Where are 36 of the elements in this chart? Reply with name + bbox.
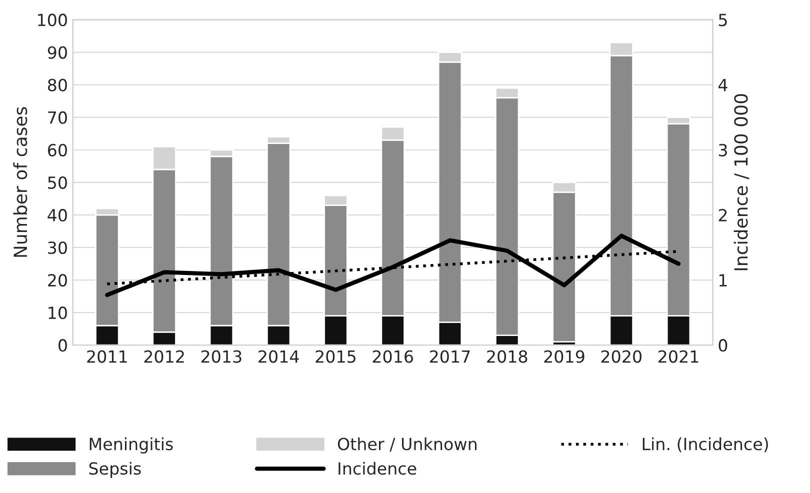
y-tick-label: 70	[48, 111, 67, 124]
y-tick-label: 40	[48, 208, 67, 222]
legend-label: Meningitis	[90, 437, 173, 454]
y2-tick-label: 1	[719, 274, 727, 286]
x-tick-label: 2013	[201, 350, 242, 363]
y2-tick-label: 5	[718, 14, 727, 26]
x-tick-label: 2021	[658, 350, 698, 363]
y-tick-label: 100	[38, 14, 67, 26]
y2-tick-label: 3	[718, 144, 727, 156]
x-tick-label: 2020	[601, 350, 642, 363]
y-tick-label: 30	[48, 241, 67, 254]
x-tick-label: 2011	[87, 350, 127, 363]
x-tick-label: 2018	[487, 350, 528, 363]
y-tick-label: 90	[48, 46, 67, 59]
y-tick-label: 20	[48, 274, 67, 287]
y2-axis-title: Incidence / 100 000	[734, 94, 750, 270]
legend-label: Lin. (Incidence)	[642, 437, 768, 452]
x-tick-label: 2015	[316, 350, 356, 363]
x-tick-label: 2014	[258, 350, 299, 363]
y-axis-title: Number of cases	[13, 107, 28, 257]
legend-label: Incidence	[338, 462, 416, 475]
x-tick-label: 2019	[544, 350, 584, 363]
y-tick-label: 0	[58, 339, 67, 352]
line-series	[105, 234, 681, 298]
legend-label: Other / Unknown	[338, 437, 476, 452]
y2-tick-label: 0	[718, 339, 728, 352]
y2-tick-label: 2	[718, 208, 727, 222]
y2-tick-label: 4	[718, 78, 728, 92]
y-tick-label: 50	[48, 176, 67, 189]
y-tick-label: 10	[48, 306, 67, 320]
legend-label: Sepsis	[89, 462, 141, 478]
y-tick-label: 60	[48, 144, 67, 156]
x-tick-label: 2012	[144, 350, 184, 363]
x-tick-label: 2016	[372, 350, 414, 363]
x-tick-label: 2017	[430, 350, 470, 363]
y-tick-label: 80	[48, 78, 67, 92]
